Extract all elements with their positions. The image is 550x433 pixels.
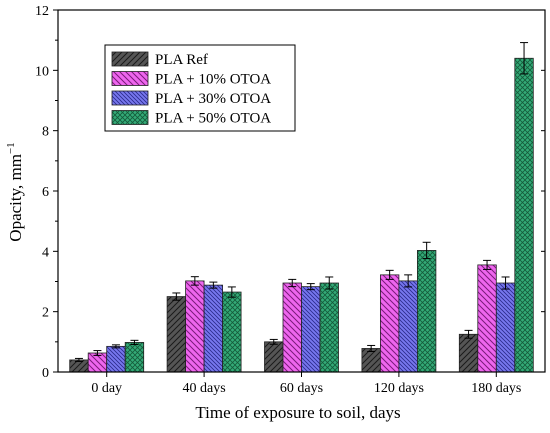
legend-label: PLA + 30% OTOA: [155, 91, 271, 107]
legend-swatch: [111, 71, 149, 86]
y-axis-label-main: Opacity, mm: [6, 154, 25, 242]
error-bar: [227, 286, 236, 298]
y-tick-label: 8: [42, 125, 49, 140]
bar-pla-30-otoa-4: [495, 282, 516, 373]
error-bars-group: [74, 42, 529, 362]
legend-swatch: [111, 90, 149, 106]
y-axis-label: Opacity, mm−1: [5, 142, 25, 241]
axes-group: 0 2 4 6 8 10 12 0 day 40 days 60 days 120 days 180 …: [35, 4, 546, 396]
error-bar: [130, 339, 139, 346]
bar-pla-50-otoa-1: [222, 291, 242, 373]
legend-label: PLA + 50% OTOA: [155, 111, 271, 127]
error-bar: [367, 344, 376, 352]
bar-pla-10-otoa-1: [185, 280, 205, 373]
error-bar: [501, 276, 510, 290]
bar-pla-50-otoa-2: [319, 282, 339, 373]
x-tick-label: 40 days: [183, 381, 226, 396]
x-tick-label: 0 day: [91, 381, 122, 396]
error-bar: [93, 350, 102, 356]
y-tick-label: 10: [35, 64, 49, 79]
bar-pla-30-otoa-2: [301, 286, 321, 373]
bars-group: [69, 57, 534, 373]
error-bar: [288, 278, 297, 288]
legend-swatch: [111, 110, 149, 125]
bar-pla-30-otoa-1: [203, 284, 224, 373]
y-axis-label-superscript: −1: [5, 142, 17, 154]
error-bar: [520, 42, 529, 75]
y-tick-label: 12: [35, 4, 49, 19]
legend: PLA Ref PLA + 10% OTOA PLA + 30% OTOA PLA +…: [104, 44, 296, 132]
bar-pla-50-otoa-0: [124, 342, 145, 373]
bar-pla-10-otoa-2: [282, 282, 302, 373]
bar-pla-30-otoa-0: [106, 345, 126, 373]
y-tick-label: 2: [42, 306, 49, 321]
bar-pla-50-otoa-4: [514, 57, 534, 373]
error-bar: [422, 241, 431, 260]
bar-pla-ref-1: [166, 296, 187, 373]
y-tick-label: 0: [42, 366, 49, 381]
bar-pla-30-otoa-3: [398, 280, 418, 373]
bar-pla-50-otoa-3: [416, 250, 437, 373]
error-bar: [325, 276, 334, 290]
error-bar: [172, 292, 181, 301]
error-bar: [190, 276, 199, 286]
error-bar: [404, 274, 413, 288]
x-tick-label: 120 days: [374, 381, 424, 396]
legend-swatch: [111, 51, 149, 67]
error-bar: [483, 259, 492, 270]
error-bar: [269, 338, 278, 345]
legend-label: PLA Ref: [155, 52, 208, 68]
error-bar: [111, 344, 120, 349]
error-bar: [464, 329, 473, 339]
y-tick-label: 6: [42, 185, 49, 200]
bar-pla-ref-2: [264, 341, 284, 373]
error-bar: [74, 357, 83, 362]
error-bar: [385, 269, 394, 280]
bar-pla-ref-4: [458, 333, 479, 373]
error-bar: [209, 281, 218, 289]
error-bar: [306, 283, 315, 291]
y-tick-label: 4: [42, 245, 49, 260]
bar-pla-10-otoa-3: [379, 274, 400, 373]
bar-pla-ref-3: [361, 348, 381, 373]
legend-label: PLA + 10% OTOA: [155, 72, 271, 88]
x-axis-label: Time of exposure to soil, days: [195, 403, 400, 422]
x-tick-label: 180 days: [471, 381, 521, 396]
x-tick-label: 60 days: [280, 381, 323, 396]
bar-pla-10-otoa-4: [477, 264, 497, 373]
